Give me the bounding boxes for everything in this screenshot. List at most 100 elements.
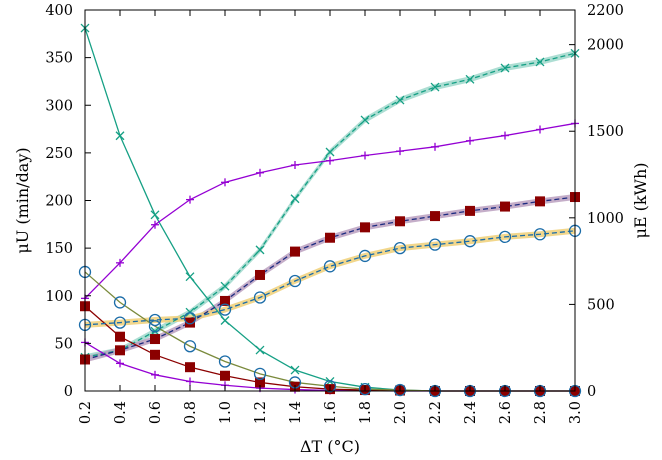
x-tick-label: 0.6 — [148, 401, 164, 424]
x-marker-stroke — [360, 115, 370, 125]
y-right-tick-label: 1500 — [587, 124, 624, 140]
y-right-tick-label: 1000 — [587, 211, 624, 227]
series-7-point — [393, 241, 407, 255]
series-3-point — [501, 131, 509, 140]
tick-labels: 0 50 100 150 200 250 300 350 400 0 500 1000 1500 2000… — [45, 3, 624, 424]
series-7-point — [218, 303, 232, 316]
series-7-point — [288, 274, 302, 288]
series-8-point — [253, 367, 267, 381]
series-6-point — [185, 362, 195, 373]
series-1-point — [220, 316, 230, 325]
series-2-point — [535, 57, 545, 67]
series-5-point — [115, 345, 125, 356]
series-5-point — [290, 246, 300, 257]
series-5-point — [465, 205, 475, 216]
series-7-point — [428, 238, 442, 251]
x-tick-label: 2.0 — [393, 401, 409, 424]
series-3-point — [326, 156, 334, 165]
series-3-point — [151, 220, 159, 229]
y-left-tick-label: 400 — [45, 3, 73, 19]
series-2-point — [500, 63, 510, 73]
series-1-point — [255, 345, 265, 355]
series-5-point — [185, 317, 195, 328]
y-right-tick-label: 2000 — [587, 38, 624, 54]
x-tick-label: 2.6 — [498, 401, 514, 424]
series-7-point — [113, 316, 127, 329]
series-7-point — [358, 249, 372, 263]
x-marker-stroke — [220, 281, 230, 291]
series-6-point — [255, 377, 265, 388]
series-2-point — [220, 281, 230, 291]
x-marker-stroke — [255, 345, 265, 355]
series-5-point — [255, 269, 265, 280]
y-left-tick-label: 200 — [45, 194, 73, 210]
series-2-point — [255, 245, 265, 255]
series-7-point — [183, 312, 197, 325]
series-5-point — [395, 216, 405, 227]
x-tick-label: 2.4 — [463, 401, 479, 424]
y-left-tick-label: 100 — [45, 289, 73, 305]
x-marker-stroke — [430, 82, 440, 92]
series-5-point — [535, 196, 545, 207]
x-marker-stroke — [220, 316, 230, 325]
tick-marks — [84, 9, 576, 392]
series-3-point — [431, 142, 439, 151]
series-8-point — [323, 380, 337, 393]
x-marker-stroke — [465, 74, 475, 84]
x-marker-stroke — [535, 57, 545, 67]
x-tick-label: 2.8 — [533, 401, 549, 424]
series-5-point — [360, 222, 370, 233]
series-1-point — [290, 365, 300, 375]
x-marker-stroke — [325, 147, 335, 157]
series-2-point — [325, 147, 335, 157]
series-3-point — [361, 151, 369, 160]
series-markers — [78, 23, 582, 398]
y-axis-right-title: μE (kWh) — [631, 162, 650, 238]
series-6-point — [115, 331, 125, 342]
series-8-point — [183, 340, 197, 353]
series-3-point — [466, 136, 474, 145]
series-4-point — [151, 370, 159, 379]
series-5-point — [150, 334, 160, 345]
series-3-point — [256, 168, 264, 177]
x-marker-stroke — [115, 131, 125, 141]
y-left-tick-label: 350 — [45, 51, 73, 67]
series-7-point — [148, 313, 162, 327]
series-5-point — [220, 295, 230, 306]
y-left-tick-label: 250 — [45, 146, 73, 162]
x-marker-stroke — [255, 245, 265, 255]
y-right-tick-label: 2200 — [587, 3, 624, 19]
series-5-point — [430, 211, 440, 222]
y-axis-left-title: μU (min/day) — [13, 147, 32, 253]
series-7-point — [253, 291, 267, 304]
y-right-tick-label: 0 — [587, 384, 596, 400]
series-7-point — [323, 260, 337, 273]
y-right-tick-label: 500 — [587, 297, 615, 313]
series-2-point — [395, 95, 405, 105]
series-8-point — [113, 296, 127, 309]
series-1-point — [150, 210, 160, 220]
series-6-point — [150, 349, 160, 360]
series-3-point — [396, 147, 404, 156]
series-2-point — [360, 115, 370, 125]
x-tick-label: 3.0 — [568, 401, 584, 424]
series-4-point — [186, 377, 194, 386]
x-tick-label: 1.6 — [323, 401, 339, 424]
x-marker-stroke — [150, 210, 160, 220]
x-tick-label: 0.4 — [113, 401, 129, 424]
series-7-error-band — [85, 227, 575, 328]
x-marker-stroke — [395, 95, 405, 105]
series-3-point — [291, 160, 299, 169]
series-3-point — [186, 195, 194, 204]
series-8-point — [218, 355, 232, 368]
series-3-point — [536, 125, 544, 134]
x-marker-stroke — [290, 194, 300, 204]
series-7-point — [533, 228, 547, 241]
x-tick-label: 1.0 — [218, 401, 234, 424]
series-5-point — [500, 201, 510, 212]
series-8-point — [393, 383, 407, 397]
x-tick-label: 0.2 — [78, 401, 94, 424]
y-left-tick-label: 0 — [64, 384, 73, 400]
x-tick-label: 1.4 — [288, 401, 304, 424]
series-2-point — [465, 74, 475, 84]
